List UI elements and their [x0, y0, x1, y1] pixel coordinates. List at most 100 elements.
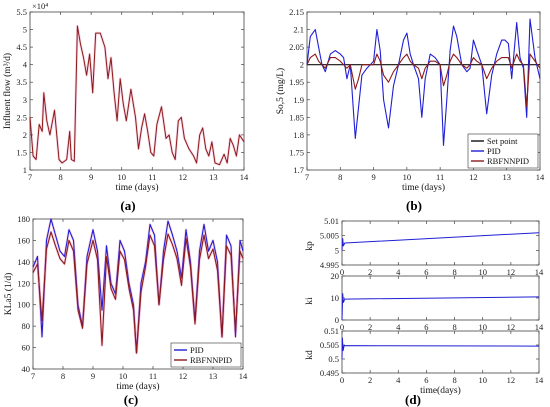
y-axis-label: So,5 (mg/L) [275, 68, 286, 114]
x-tick-label: 8 [58, 172, 62, 182]
y-tick-label: 80 [22, 321, 31, 331]
y-tick-label: 1.8 [293, 130, 304, 140]
x-tick-label: 13 [209, 172, 218, 182]
y-axis-label: KLa5 (1/d) [3, 273, 14, 315]
x-tick-label: 10 [403, 172, 412, 182]
panel-a: 7 8 9 10 11 12 13 14 1 1.5 2 2.5 3 3.5 4 4.5 5 5.5 time (d… [2, 1, 249, 213]
y-tick-label: 120 [17, 278, 30, 288]
y-tick-label: 160 [17, 235, 30, 245]
x-tick-label: 12 [179, 371, 188, 381]
x-tick-label: 10 [478, 267, 487, 277]
x-tick-label: 12 [507, 322, 516, 332]
series-line-rbfnnpid [32, 231, 244, 354]
panel-label: (a) [120, 198, 135, 213]
x-tick-label: 14 [535, 322, 544, 332]
x-tick-label: 10 [478, 375, 487, 385]
x-tick-label: 13 [502, 172, 511, 182]
x-tick-label: 11 [148, 172, 156, 182]
y-tick-label: 0.51 [324, 326, 339, 336]
y-tick-label: 10 [331, 293, 340, 303]
x-tick-label: 6 [424, 267, 428, 277]
plot-area-frame [341, 220, 540, 266]
x-tick-label: 4 [396, 267, 401, 277]
x-tick-label: 10 [117, 172, 126, 182]
x-tick-label: 11 [436, 172, 444, 182]
series-line-rbfnnpid [306, 53, 541, 108]
x-tick-label: 11 [149, 371, 157, 381]
y-tick-label: 4.5 [16, 42, 27, 52]
y-tick-label: 1.9 [293, 95, 304, 105]
y-axis-label: ki [305, 297, 315, 305]
y-tick-label: 5 [335, 245, 339, 255]
y-tick-label: 60 [22, 343, 31, 353]
panel-label: (c) [124, 392, 138, 407]
x-tick-label: 8 [61, 371, 65, 381]
subplot-ki: 0 2 4 6 8 10 12 14 0 10 20 ki [305, 271, 544, 332]
panel-c: 7 8 9 10 11 12 13 14 40 60 80 100 120 140 160 180 PIDRBF… [3, 214, 248, 407]
y-tick-label: 140 [17, 257, 30, 267]
series-line-data [29, 25, 245, 166]
legend-box [170, 342, 242, 368]
plot-area-frame [32, 218, 244, 370]
y-tick-label: 20 [331, 271, 340, 281]
y-tick-label: 2.5 [16, 112, 27, 122]
y-axis-label: Influent flow (m³/d) [2, 53, 13, 129]
y-tick-label: 2.05 [289, 42, 304, 52]
x-axis-label: time (days) [115, 182, 158, 193]
y-tick-label: 2.1 [293, 25, 304, 35]
y-tick-label: 5.01 [324, 216, 339, 226]
y-tick-label: 0.5 [328, 354, 339, 364]
x-tick-label: 6 [424, 375, 428, 385]
x-tick-label: 14 [240, 172, 249, 182]
y-tick-label: 0 [335, 315, 339, 325]
x-tick-label: 6 [424, 322, 428, 332]
x-tick-label: 14 [239, 371, 248, 381]
x-tick-label: 7 [305, 172, 309, 182]
x-tick-label: 8 [338, 172, 342, 182]
series-line-data [341, 337, 540, 360]
y-tick-label: 2 [23, 130, 27, 140]
panel-label: (d) [405, 392, 421, 407]
series-line-data [341, 293, 540, 321]
x-tick-label: 0 [340, 375, 344, 385]
legend-entry: PID [487, 146, 501, 156]
subplot-kp: 0 2 4 6 8 10 12 14 4.995 5 5.005 5.01 kp [305, 216, 544, 277]
x-tick-label: 9 [91, 371, 95, 381]
y-tick-label: 2.15 [289, 7, 304, 17]
y-tick-label: 4 [23, 60, 28, 70]
panel-b: 7 8 9 10 11 12 13 14 1.7 1.75 1.8 1.85 1.9 1.95 2 2.05 2… [275, 7, 545, 213]
x-tick-label: 7 [31, 371, 35, 381]
series-line-pid [306, 18, 541, 146]
x-tick-label: 8 [452, 375, 456, 385]
legend-entry: Set point [487, 136, 518, 146]
x-tick-label: 13 [209, 371, 218, 381]
y-tick-label: 4.995 [320, 260, 339, 270]
y-tick-label: 5.005 [320, 231, 339, 241]
y-tick-label: 3 [23, 95, 27, 105]
x-tick-label: 4 [396, 322, 401, 332]
x-tick-label: 10 [119, 371, 128, 381]
y-tick-label: 1 [23, 165, 27, 175]
y-tick-label: 2 [300, 60, 304, 70]
x-tick-label: 12 [469, 172, 478, 182]
y-tick-label: 0.495 [320, 368, 339, 378]
x-tick-label: 14 [535, 375, 544, 385]
legend-entry: PID [190, 345, 204, 355]
x-tick-label: 8 [452, 322, 456, 332]
x-axis-label: time(days) [420, 385, 461, 396]
x-tick-label: 12 [507, 267, 516, 277]
y-tick-label: 1.7 [293, 165, 304, 175]
legend-entry: RBFNNPID [487, 156, 529, 166]
y-tick-label: 1.95 [289, 77, 304, 87]
y-axis-label: kd [305, 350, 315, 360]
y-axis-label: kp [305, 241, 315, 251]
x-tick-label: 10 [478, 322, 487, 332]
y-tick-label: 5 [23, 25, 27, 35]
x-tick-label: 0 [340, 267, 344, 277]
plot-area-frame [341, 330, 540, 374]
x-tick-label: 2 [368, 267, 372, 277]
x-tick-label: 7 [28, 172, 32, 182]
y-tick-label: 180 [17, 214, 30, 224]
